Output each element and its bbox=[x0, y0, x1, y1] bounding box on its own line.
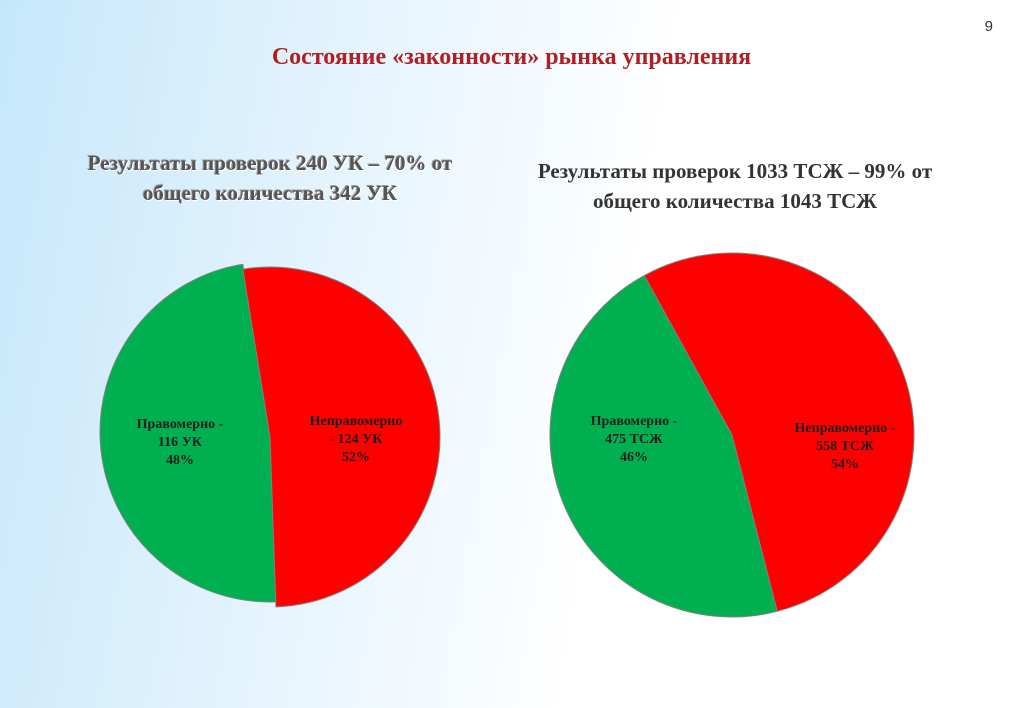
page-number: 9 bbox=[984, 18, 993, 35]
pie-slice-lawful-tszh bbox=[549, 274, 778, 618]
pie-chart-uk: Правомерно -116 УК 48% Неправомерно - 124 У… bbox=[99, 263, 441, 608]
chart-title-uk: Результаты проверок 240 УК – 70% от обще… bbox=[40, 148, 500, 208]
pie-chart-tszh: Правомерно -475 ТСЖ 46% Неправомерно -558 … bbox=[549, 252, 915, 618]
slide-title: Состояние «законности» рынка управления bbox=[271, 44, 752, 70]
pie-slice-unlawful-tszh-label: Неправомерно -558 ТСЖ 54% bbox=[795, 421, 896, 472]
chart-title-tszh-line-1: Результаты проверок 1033 ТСЖ – 99% от bbox=[537, 159, 933, 183]
pie-slice-unlawful-uk bbox=[242, 266, 441, 608]
pie-slice-unlawful-tszh bbox=[643, 252, 915, 612]
chart-title-tszh: Результаты проверок 1033 ТСЖ – 99% от об… bbox=[500, 156, 970, 216]
pie-slice-unlawful-uk-label: Неправомерно - 124 УК 52% bbox=[310, 414, 403, 465]
pie-slice-lawful-tszh-label: Правомерно -475 ТСЖ 46% bbox=[591, 414, 678, 465]
chart-title-uk-line-2: общего количества 342 УК bbox=[142, 181, 398, 205]
chart-title-tszh-line-2: общего количества 1043 ТСЖ bbox=[592, 189, 878, 213]
pie-slice-lawful-uk bbox=[99, 263, 277, 603]
pie-slice-lawful-uk-label: Правомерно -116 УК 48% bbox=[137, 417, 224, 468]
chart-title-uk-line-1: Результаты проверок 240 УК – 70% от bbox=[87, 151, 453, 175]
